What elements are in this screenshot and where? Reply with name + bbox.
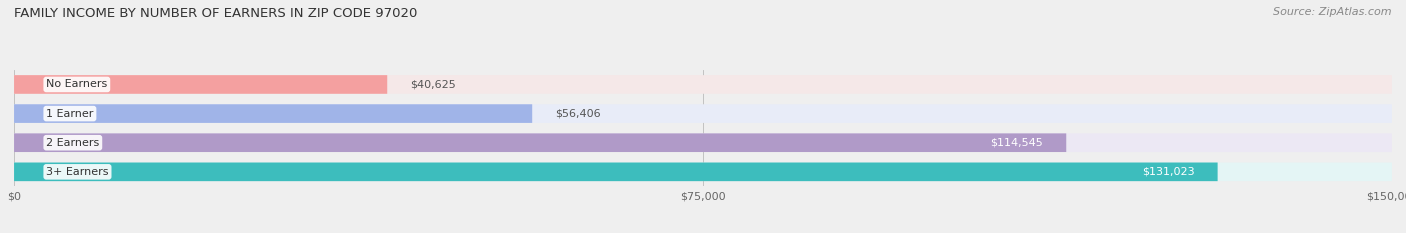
Text: No Earners: No Earners xyxy=(46,79,107,89)
FancyBboxPatch shape xyxy=(14,75,1392,94)
Text: 2 Earners: 2 Earners xyxy=(46,138,100,148)
Text: $114,545: $114,545 xyxy=(991,138,1043,148)
Text: $56,406: $56,406 xyxy=(555,109,600,119)
Text: Source: ZipAtlas.com: Source: ZipAtlas.com xyxy=(1274,7,1392,17)
FancyBboxPatch shape xyxy=(14,75,387,94)
FancyBboxPatch shape xyxy=(14,133,1392,152)
Text: 1 Earner: 1 Earner xyxy=(46,109,94,119)
Text: 3+ Earners: 3+ Earners xyxy=(46,167,108,177)
FancyBboxPatch shape xyxy=(14,104,533,123)
FancyBboxPatch shape xyxy=(14,163,1392,181)
FancyBboxPatch shape xyxy=(14,104,1392,123)
FancyBboxPatch shape xyxy=(14,133,1066,152)
Text: $131,023: $131,023 xyxy=(1142,167,1195,177)
Text: $40,625: $40,625 xyxy=(411,79,456,89)
FancyBboxPatch shape xyxy=(14,163,1218,181)
Text: FAMILY INCOME BY NUMBER OF EARNERS IN ZIP CODE 97020: FAMILY INCOME BY NUMBER OF EARNERS IN ZI… xyxy=(14,7,418,20)
